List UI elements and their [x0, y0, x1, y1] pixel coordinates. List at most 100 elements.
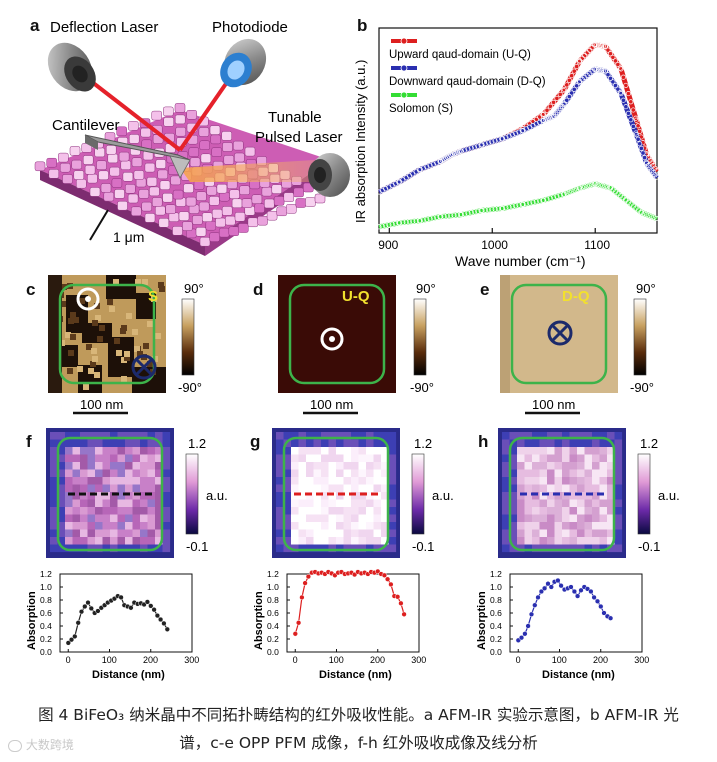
profile-point: [128, 605, 134, 611]
ir-pixel: [110, 477, 118, 485]
ir-pixel: [283, 529, 292, 538]
series-point: [643, 211, 650, 218]
series-point: [451, 212, 457, 218]
ir-pixel: [80, 484, 88, 493]
series-point: [427, 216, 433, 222]
ir-pixel: [162, 537, 171, 545]
ir-pixel: [336, 469, 344, 478]
series-point: [523, 201, 529, 207]
ir-pixel: [110, 492, 118, 500]
ir-pixel: [381, 484, 389, 493]
ir-pixel: [328, 484, 337, 493]
ir-pixel: [57, 469, 66, 478]
surface-grain: [225, 215, 236, 226]
series-point: [566, 77, 572, 83]
ir-pixel: [80, 529, 88, 538]
series-point: [530, 199, 536, 205]
series-point: [479, 207, 485, 213]
surface-grain: [138, 189, 150, 199]
ir-pixel: [343, 469, 352, 478]
ir-pixel: [328, 492, 337, 500]
series-point: [533, 199, 539, 205]
ir-pixel: [381, 432, 389, 440]
ir-pixel: [328, 544, 337, 553]
ir-pixel: [110, 469, 118, 478]
ir-pixel: [388, 514, 397, 523]
series-point: [571, 187, 577, 193]
ir-pixel: [539, 544, 548, 553]
x-tick-label: 900: [378, 238, 398, 252]
ir-pixel: [132, 537, 141, 545]
ir-pixel: [517, 462, 525, 470]
ir-pixel: [351, 439, 359, 448]
ir-pixel: [306, 454, 314, 463]
series-point: [479, 142, 485, 148]
surface-grain: [107, 153, 119, 164]
pixel-noise: [92, 356, 98, 362]
ir-pixel: [65, 477, 73, 485]
ir-pixel: [125, 462, 133, 470]
ir-pixel: [125, 447, 133, 455]
series-point: [574, 83, 580, 89]
deflection-laser-device: [47, 42, 96, 92]
ir-pixel: [592, 507, 600, 515]
profile-ylabel: Absorption: [476, 591, 488, 650]
ir-pixel: [80, 499, 88, 508]
surface-grain: [131, 206, 142, 217]
x-tick-label: 300: [634, 655, 649, 665]
ir-pixel: [532, 484, 540, 493]
ir-pixel: [517, 544, 525, 553]
ir-pixel: [539, 454, 548, 463]
profile-point: [302, 580, 308, 586]
ir-pixel: [336, 432, 344, 440]
profile-point: [558, 583, 564, 589]
surface-grain: [155, 205, 166, 216]
ir-pixel: [102, 469, 111, 478]
ir-pixel: [313, 514, 322, 523]
ir-pixel: [358, 432, 367, 440]
series-point: [623, 82, 629, 88]
ir-pixel: [321, 507, 329, 515]
ir-pixel: [328, 439, 337, 448]
y-tick-label: 0.4: [40, 621, 52, 631]
ir-pixel: [276, 514, 284, 523]
ir-pixel: [50, 537, 58, 545]
series-point: [489, 206, 495, 213]
colorbar-max: 90°: [636, 281, 656, 296]
ir-pixel: [607, 477, 615, 485]
pixel-noise: [79, 298, 85, 304]
profile-point: [305, 573, 312, 580]
ir-pixel: [584, 544, 593, 553]
series-point: [605, 184, 611, 190]
ir-pixel: [291, 507, 299, 515]
ir-pixel: [117, 484, 126, 493]
profile-point: [594, 598, 601, 604]
ir-pixel: [306, 499, 314, 508]
ir-pixel: [547, 514, 555, 523]
series-point: [618, 91, 624, 97]
ir-pixel: [102, 439, 111, 448]
profile-point: [292, 631, 298, 637]
ir-pixel: [343, 484, 352, 493]
ir-pixel: [366, 477, 374, 485]
ir-pixel: [110, 514, 118, 523]
profile-point: [555, 577, 561, 584]
colorbar-min: -0.1: [412, 539, 434, 554]
ir-pixel: [162, 439, 171, 448]
ir-pixel: [132, 514, 141, 523]
figure-caption-line1: 图 4 BiFeO₃ 纳米晶中不同拓扑畴结构的红外吸收性能。a AFM-IR 实…: [38, 706, 679, 724]
ir-pixel: [298, 529, 307, 538]
ir-pixel: [147, 454, 156, 463]
x-tick-label: 200: [593, 655, 608, 665]
surface-grain: [209, 196, 220, 206]
ir-pixel: [117, 514, 126, 523]
ir-pixel: [351, 447, 359, 455]
ir-pixel: [584, 477, 593, 485]
ir-pixel: [313, 447, 322, 455]
ir-pixel: [562, 462, 570, 470]
series-point: [640, 150, 646, 156]
ir-pixel: [125, 484, 133, 493]
surface-grain: [215, 217, 226, 228]
legend-label: Solomon (S): [389, 103, 453, 115]
ir-pixel: [147, 469, 156, 478]
